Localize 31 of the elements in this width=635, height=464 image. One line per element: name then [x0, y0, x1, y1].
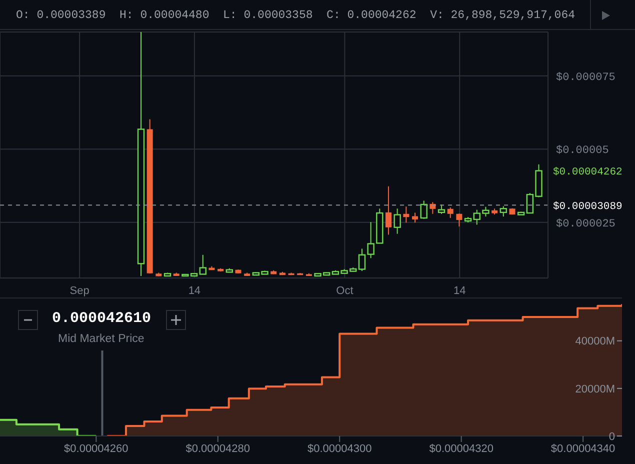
candlestick [199, 254, 206, 275]
candlestick [500, 206, 507, 217]
candlestick [403, 206, 410, 224]
y-tick-label: $0.000075 [556, 72, 616, 84]
x-tick-label: $0.00004340 [550, 442, 616, 455]
text: $0.00004262 [553, 166, 622, 178]
candlestick [156, 274, 162, 276]
candlestick [438, 204, 446, 214]
x-tick-label: $0.00004280 [186, 442, 250, 455]
x-tick-label: $0.00004320 [429, 442, 494, 455]
x-tick-label: $0.00004300 [307, 442, 372, 455]
annotation: 0.000042610 [52, 310, 152, 327]
y-tick-label: $0.000025 [556, 218, 616, 230]
ref-line-label: Mid Market Price [58, 333, 144, 345]
y-tick-label: 20000M [575, 383, 615, 396]
y-tick-label: 0 [608, 430, 615, 443]
text: O: 0.00003389 H: 0.00004480 L: 0.00003358 C: 0.00004262 V: 26,898,529,917,064 [16, 9, 575, 22]
x-tick-label: $0.00004260 [64, 442, 128, 455]
y-tick-label: 40000M [575, 336, 615, 348]
ref-line-label: $0.00003089 [553, 200, 622, 213]
candlestick [412, 212, 418, 224]
candlestick [394, 208, 401, 234]
x-tick-label: Oct [336, 284, 354, 297]
candlestick [385, 186, 392, 236]
x-tick-label: 14 [453, 284, 466, 297]
y-tick-label: $0.00005 [556, 145, 609, 158]
x-tick-label: 14 [188, 284, 201, 297]
candlestick [420, 200, 428, 220]
x-tick-label: Sep [70, 284, 90, 297]
candlestick [447, 206, 454, 218]
candlestick [456, 213, 462, 227]
